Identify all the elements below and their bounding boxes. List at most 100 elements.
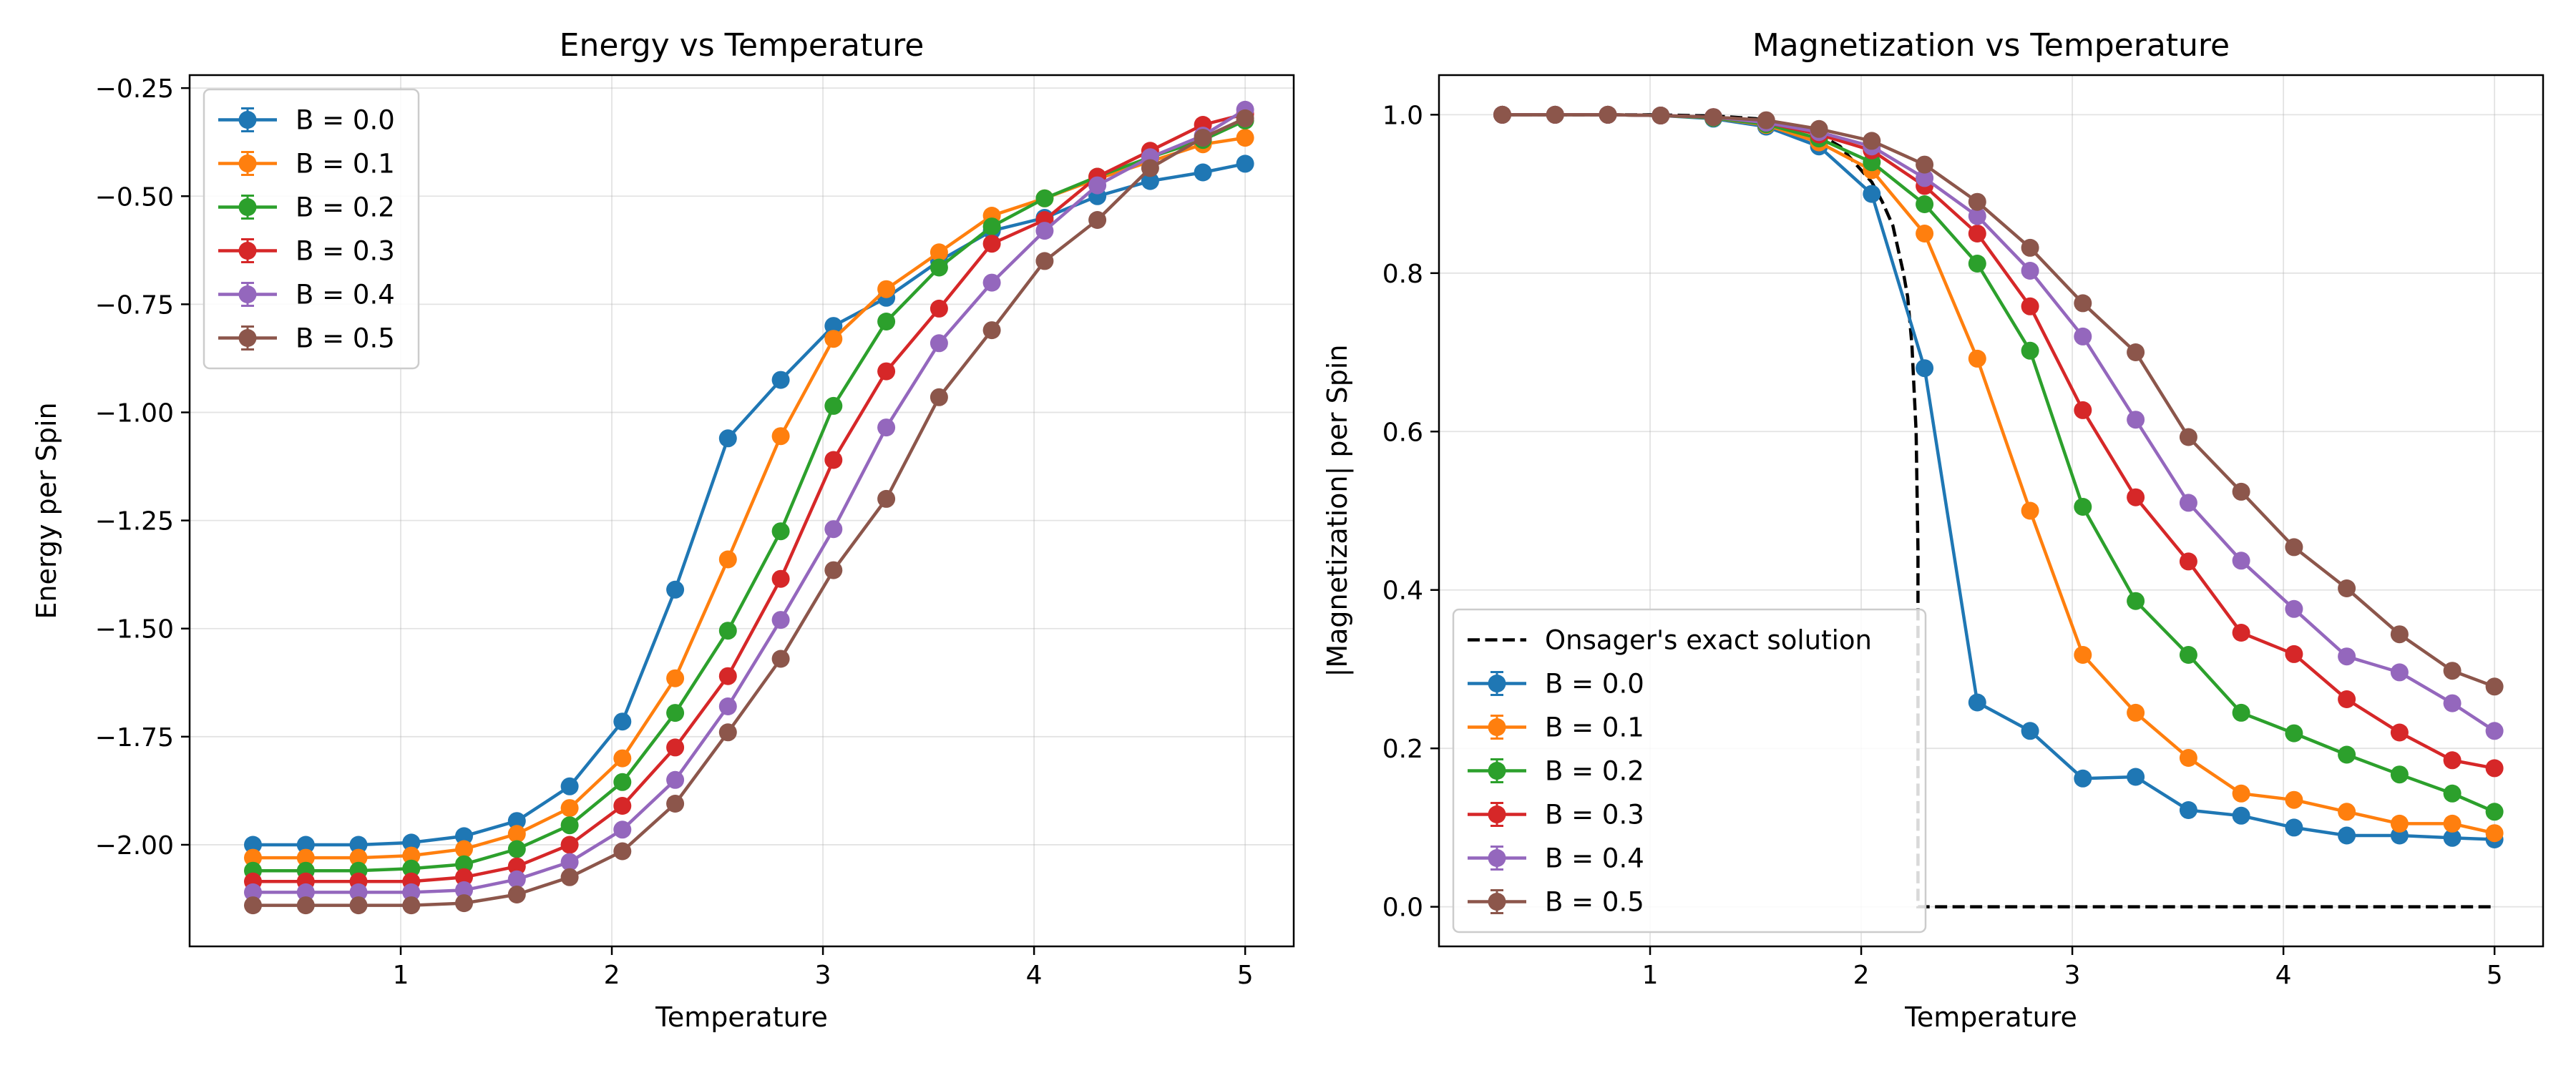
magnetization-data-point [1916, 169, 1934, 187]
energy-data-point [507, 812, 526, 831]
energy-data-point [507, 825, 526, 843]
magnetization-data-point [2285, 790, 2303, 809]
energy-data-point [666, 704, 685, 722]
energy-y-tick-label: −1.00 [95, 398, 174, 428]
magnetization-data-point [2021, 501, 2039, 520]
energy-panel: 1 2 3 4 5 −2.00 −1.75 −1.50 −1.25 −1.00 −0.75 −0.50… [31, 27, 1295, 1033]
energy-data-point [455, 881, 473, 899]
energy-data-point [718, 723, 737, 742]
energy-data-point [930, 243, 948, 262]
energy-legend-label: B = 0.3 [296, 236, 395, 267]
magnetization-legend-marker [1488, 675, 1506, 692]
energy-data-point [824, 330, 843, 348]
magnetization-data-point [1916, 195, 1934, 213]
energy-y-tick-label: −2.00 [95, 831, 174, 861]
magnetization-data-point [2074, 498, 2092, 516]
magnetization-data-point [1916, 359, 1934, 378]
magnetization-series-5 [1493, 105, 2504, 696]
energy-data-point [1236, 129, 1254, 147]
magnetization-data-point [1968, 207, 1986, 225]
energy-data-point [560, 816, 579, 835]
energy-x-tick-label: 2 [604, 961, 620, 990]
energy-data-point [613, 773, 632, 791]
energy-legend-label: B = 0.1 [296, 149, 395, 180]
energy-data-point [877, 313, 896, 330]
energy-data-point [244, 836, 262, 854]
magnetization-data-point [2485, 759, 2504, 778]
energy-x-axis-label: Temperature [655, 1001, 828, 1033]
energy-data-point [1194, 129, 1212, 147]
energy-data-point [402, 896, 421, 915]
energy-data-point [560, 799, 579, 818]
magnetization-y-tick-label: 0.4 [1382, 577, 1423, 606]
magnetization-y-tick-label: 0.6 [1382, 418, 1423, 447]
energy-data-point [296, 883, 315, 901]
magnetization-data-point [2443, 662, 2462, 680]
energy-data-point [402, 883, 421, 901]
magnetization-data-point [1810, 119, 1828, 138]
energy-legend-label: B = 0.5 [296, 323, 395, 354]
magnetization-legend: Onsager's exact solution B = 0.0 B = 0.1 B … [1452, 608, 1927, 934]
magnetization-legend-marker [1488, 805, 1506, 823]
magnetization-data-point [2485, 803, 2504, 821]
energy-legend: B = 0.0 B = 0.1 B = 0.2 B = 0.3 B = 0.4 B = 0… [203, 88, 420, 370]
energy-data-point [349, 883, 368, 901]
energy-data-point [244, 883, 262, 901]
energy-legend-box [203, 88, 420, 370]
magnetization-panel: 1 2 3 4 5 0.0 0.2 0.4 0.6 0.8 1.0 Magnetization vs … [1322, 27, 2545, 1033]
magnetization-data-point [1704, 108, 1722, 127]
magnetization-data-point [2021, 341, 2039, 360]
magnetization-data-point [1863, 132, 1881, 150]
magnetization-data-point [1968, 192, 1986, 211]
energy-data-point [771, 569, 790, 588]
magnetization-legend-label: Onsager's exact solution [1545, 625, 1872, 656]
magnetization-legend-label: B = 0.0 [1545, 669, 1644, 700]
magnetization-data-point [2074, 401, 2092, 419]
magnetization-data-point [2338, 579, 2356, 597]
magnetization-data-point [2232, 703, 2250, 722]
energy-data-point [455, 894, 473, 913]
energy-data-point [666, 669, 685, 687]
magnetization-data-point [1546, 105, 1564, 124]
energy-legend-label: B = 0.2 [296, 192, 395, 223]
energy-data-point [560, 836, 579, 854]
energy-data-point [296, 848, 315, 867]
energy-data-point [507, 840, 526, 858]
magnetization-data-point [2074, 769, 2092, 788]
energy-data-point [507, 886, 526, 903]
magnetization-data-point [2179, 428, 2197, 446]
magnetization-data-point [1916, 155, 1934, 174]
energy-x-tick-label: 3 [815, 961, 831, 990]
magnetization-data-point [2485, 677, 2504, 696]
energy-data-point [930, 388, 948, 406]
magnetization-data-point [2443, 694, 2462, 712]
energy-y-tick-label: −0.25 [95, 74, 174, 104]
energy-data-point [718, 622, 737, 640]
energy-data-point [666, 580, 685, 599]
magnetization-legend-label: B = 0.4 [1545, 843, 1644, 874]
magnetization-data-point [2443, 751, 2462, 770]
energy-data-point [824, 451, 843, 469]
energy-data-point [613, 712, 632, 731]
energy-series-5 [244, 109, 1254, 915]
energy-legend-marker [238, 111, 257, 129]
energy-data-point [1035, 222, 1054, 240]
energy-legend-marker [238, 155, 257, 172]
energy-legend-marker [238, 329, 257, 347]
energy-data-point [877, 489, 896, 508]
magnetization-legend-box [1452, 608, 1927, 934]
magnetization-data-point [2127, 768, 2145, 786]
energy-legend-label: B = 0.4 [296, 280, 395, 310]
energy-data-point [507, 857, 526, 876]
magnetization-data-point [2285, 818, 2303, 837]
magnetization-x-tick-label: 2 [1853, 961, 1870, 990]
magnetization-data-point [2232, 806, 2250, 825]
energy-data-point [824, 520, 843, 539]
energy-data-point [718, 429, 737, 448]
energy-data-point [930, 258, 948, 277]
energy-y-tick-label: −1.75 [95, 723, 174, 753]
magnetization-legend-marker [1488, 893, 1506, 911]
magnetization-legend-label: B = 0.2 [1545, 756, 1644, 787]
energy-legend-marker [238, 242, 257, 260]
energy-data-point [877, 418, 896, 437]
